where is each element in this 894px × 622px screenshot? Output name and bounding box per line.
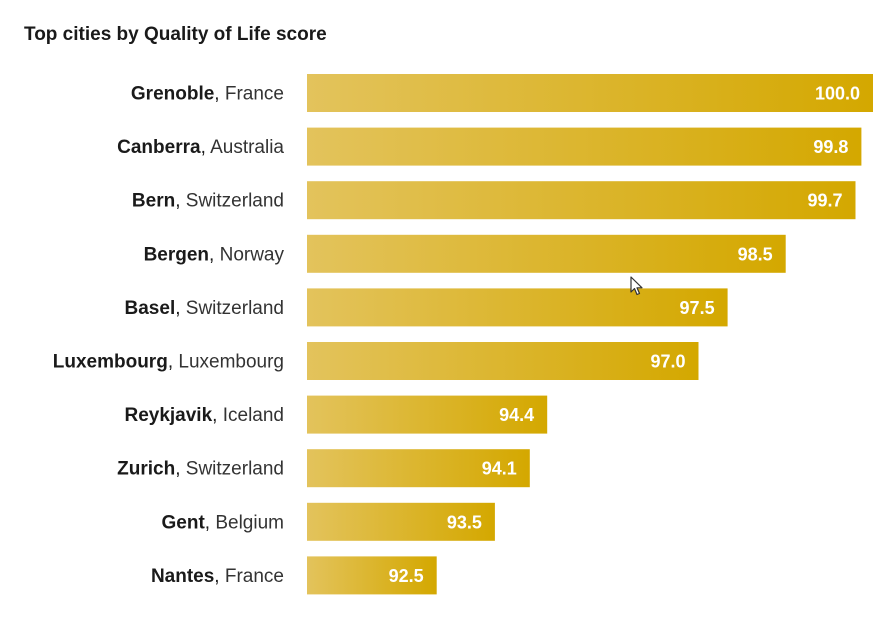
country-name: France: [225, 84, 284, 105]
category-label-gent: Gent, Belgium: [162, 512, 285, 533]
label-separator: ,: [168, 352, 179, 373]
country-name: Luxembourg: [178, 352, 284, 373]
category-label-luxembourg: Luxembourg, Luxembourg: [53, 352, 284, 373]
value-label-basel: 97.5: [680, 298, 715, 318]
bar-zurich: [307, 449, 530, 488]
value-label-bern: 99.7: [807, 191, 842, 211]
bar-bern: [307, 181, 856, 220]
city-name: Reykjavik: [124, 405, 212, 426]
label-separator: ,: [212, 405, 223, 426]
label-separator: ,: [209, 244, 220, 265]
bar-canberra: [307, 127, 862, 166]
bar-grenoble: [307, 74, 873, 112]
category-label-bergen: Bergen, Norway: [144, 244, 285, 265]
city-name: Canberra: [117, 137, 201, 158]
label-separator: ,: [214, 84, 225, 105]
label-separator: ,: [175, 459, 186, 480]
bar-nantes: [307, 556, 437, 595]
country-name: Switzerland: [186, 191, 284, 212]
country-name: Switzerland: [186, 459, 284, 480]
city-name: Gent: [162, 512, 206, 533]
country-name: Iceland: [223, 405, 284, 426]
bar-gent: [307, 502, 495, 541]
value-label-grenoble: 100.0: [815, 84, 860, 104]
bar-basel: [307, 288, 728, 327]
city-name: Luxembourg: [53, 352, 168, 373]
category-label-basel: Basel, Switzerland: [125, 298, 284, 319]
value-label-gent: 93.5: [447, 512, 482, 532]
country-name: Australia: [210, 137, 284, 158]
category-label-bern: Bern, Switzerland: [132, 191, 284, 212]
category-label-reykjavik: Reykjavik, Iceland: [124, 405, 284, 426]
label-separator: ,: [175, 298, 186, 319]
city-name: Basel: [125, 298, 176, 319]
category-label-nantes: Nantes, France: [151, 566, 284, 587]
mouse-pointer-icon: [630, 276, 643, 296]
city-name: Grenoble: [131, 84, 214, 105]
country-name: Switzerland: [186, 298, 284, 319]
city-labels-layer: Grenoble, France Canberra, Australia Bern,…: [53, 84, 285, 587]
value-label-reykjavik: 94.4: [499, 405, 534, 425]
value-label-nantes: 92.5: [389, 566, 424, 586]
country-name: Belgium: [215, 512, 284, 533]
label-separator: ,: [201, 137, 211, 158]
label-separator: ,: [175, 191, 186, 212]
chart-title: Top cities by Quality of Life score: [24, 24, 327, 45]
value-label-bergen: 98.5: [738, 244, 773, 264]
label-separator: ,: [214, 566, 225, 587]
value-label-canberra: 99.8: [813, 137, 848, 157]
label-separator: ,: [205, 512, 216, 533]
bars-layer: [307, 74, 873, 595]
bar-bergen: [307, 234, 786, 273]
value-labels-layer: 100.0 99.8 99.7 98.5 97.5 97.0 94.4 94.1 93.5 92.…: [389, 84, 860, 586]
city-name: Bern: [132, 191, 175, 212]
bar-luxembourg: [307, 342, 699, 380]
category-label-grenoble: Grenoble, France: [131, 84, 284, 105]
value-label-zurich: 94.1: [482, 459, 517, 479]
city-name: Nantes: [151, 566, 214, 587]
category-label-zurich: Zurich, Switzerland: [117, 459, 284, 480]
country-name: France: [225, 566, 284, 587]
value-label-luxembourg: 97.0: [650, 352, 685, 372]
city-name: Bergen: [144, 244, 209, 265]
city-name: Zurich: [117, 459, 175, 480]
bar-reykjavik: [307, 395, 548, 434]
category-label-canberra: Canberra, Australia: [117, 137, 284, 158]
country-name: Norway: [220, 244, 285, 265]
